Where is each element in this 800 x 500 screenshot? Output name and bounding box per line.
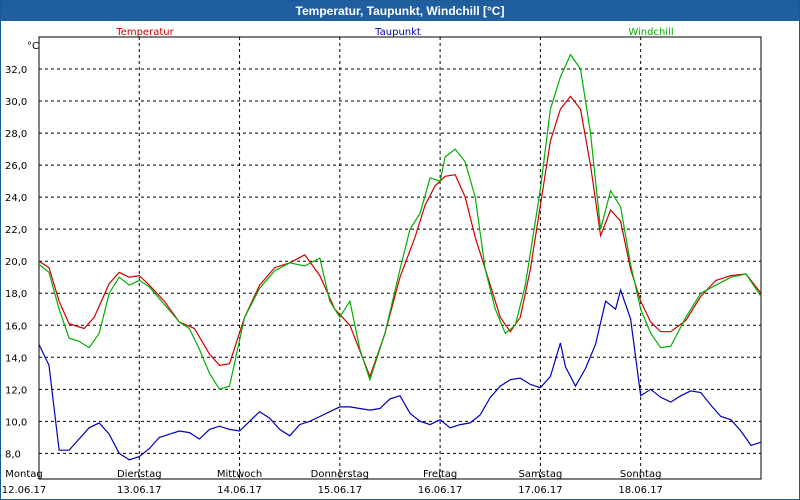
- grid-lines: [38, 37, 761, 479]
- y-tick-label: 26,0: [5, 161, 27, 172]
- legend-windchill: Windchill: [628, 27, 673, 38]
- series-line-taupunkt: [38, 287, 762, 461]
- y-tick-label: 24,0: [5, 193, 27, 204]
- y-tick-label: 18,0: [5, 289, 27, 300]
- x-tick-date: 18.06.17: [618, 485, 663, 496]
- y-tick-label: 30,0: [5, 97, 27, 108]
- y-tick-label: 10,0: [5, 417, 27, 428]
- chart-area: 8,0 10,0 12,0 14,0 16,0 18,0 20,0 22,0 24,0 26,0 2…: [2, 27, 762, 496]
- legend-temperatur: Temperatur: [115, 27, 174, 38]
- y-tick-label: 28,0: [5, 129, 27, 140]
- series-line-windchill: [38, 53, 762, 391]
- y-tick-label: 12,0: [5, 385, 27, 396]
- legend: Temperatur Taupunkt Windchill: [115, 27, 673, 38]
- x-tick-date: 13.06.17: [117, 485, 162, 496]
- x-tick-date: 14.06.17: [217, 485, 262, 496]
- window-title: Temperatur, Taupunkt, Windchill [°C]: [1, 1, 799, 21]
- y-tick-label: 14,0: [5, 353, 27, 364]
- x-tick-date: 17.06.17: [518, 485, 563, 496]
- x-tick-date: 16.06.17: [418, 485, 463, 496]
- y-tick-label: 16,0: [5, 321, 27, 332]
- x-tick-day: Dienstag: [117, 469, 162, 480]
- legend-taupunkt: Taupunkt: [374, 27, 421, 38]
- series-line-temperatur: [38, 95, 762, 379]
- series-lines: [38, 53, 762, 461]
- x-tick-day: Freitag: [423, 469, 457, 480]
- x-tick-day: Samstag: [518, 469, 562, 480]
- y-tick-label: 20,0: [5, 257, 27, 268]
- y-tick-label: 32,0: [5, 65, 27, 76]
- x-tick-day: Donnerstag: [311, 469, 369, 480]
- x-tick-day: Sonntag: [620, 469, 662, 480]
- y-tick-labels: 8,0 10,0 12,0 14,0 16,0 18,0 20,0 22,0 24,0 26,0 2…: [5, 65, 27, 460]
- y-tick-label: 8,0: [5, 449, 21, 460]
- x-tick-day: Mittwoch: [217, 469, 262, 480]
- x-tick-date: 15.06.17: [318, 485, 363, 496]
- y-tick-label: 22,0: [5, 225, 27, 236]
- plot-frame: [38, 36, 762, 480]
- x-tick-day: Montag: [5, 469, 42, 480]
- x-tick-date: 12.06.17: [2, 485, 47, 496]
- x-tick-labels: Montag 12.06.17 Dienstag 13.06.17 Mittwoch 14…: [2, 469, 663, 496]
- y-axis-label: °C: [27, 41, 39, 52]
